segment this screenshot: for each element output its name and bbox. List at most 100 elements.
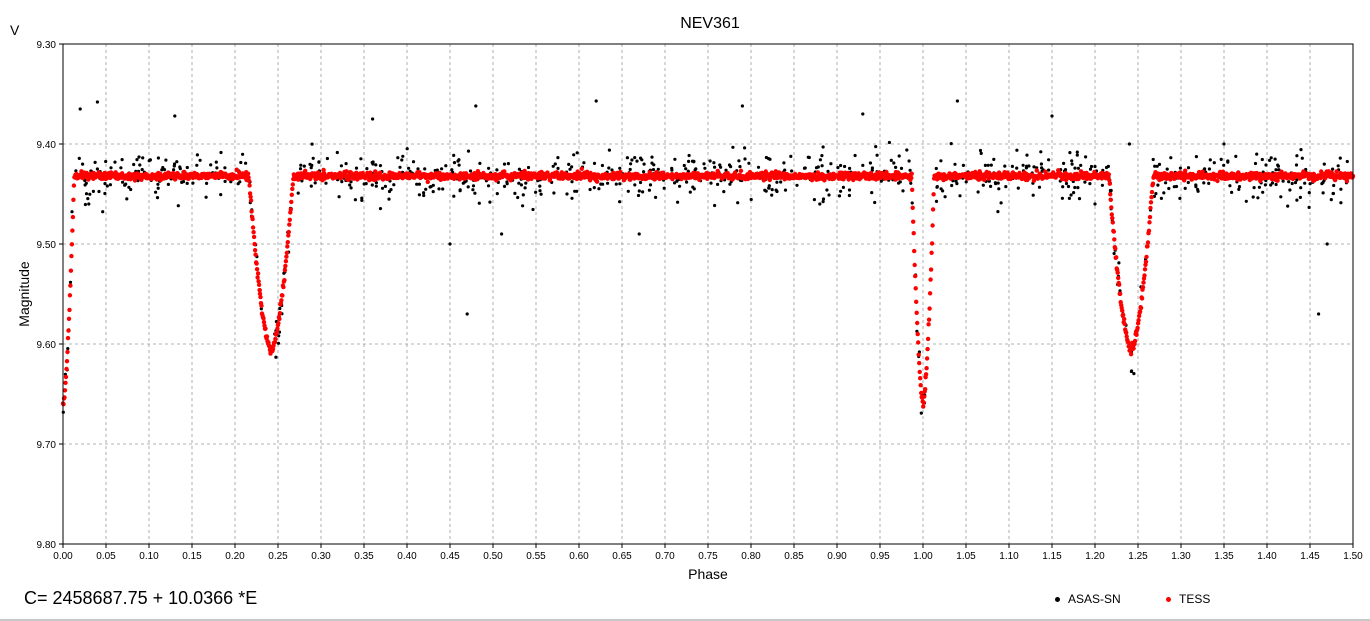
asas-sn-point xyxy=(588,187,592,192)
asas-sn-point xyxy=(374,184,378,188)
asas-sn-point xyxy=(874,145,878,149)
tess-point xyxy=(1128,352,1134,357)
asas-sn-point xyxy=(939,159,943,163)
asas-sn-point xyxy=(628,167,632,172)
asas-sn-point xyxy=(989,184,993,188)
asas-sn-point xyxy=(173,114,177,118)
tess-point xyxy=(1118,291,1123,296)
asas-sn-point xyxy=(495,168,499,172)
asas-sn-point xyxy=(456,159,460,163)
asas-sn-point xyxy=(239,160,243,165)
tess-point xyxy=(1114,255,1119,260)
asas-sn-point xyxy=(204,195,208,199)
asas-sn-point xyxy=(132,162,136,167)
x-tick-label: 0.30 xyxy=(311,551,331,562)
asas-sn-point xyxy=(821,197,826,201)
asas-sn-point xyxy=(244,161,248,165)
asas-sn-point xyxy=(125,197,129,201)
asas-sn-point xyxy=(299,163,303,167)
asas-sn-point xyxy=(1260,157,1264,162)
asas-sn-point xyxy=(1264,163,1268,167)
asas-sn-point xyxy=(606,181,610,185)
asas-sn-point xyxy=(140,168,144,172)
y-tick-label: 9.70 xyxy=(37,440,57,451)
asas-sn-point xyxy=(1172,185,1176,189)
asas-sn-point xyxy=(853,153,857,158)
asas-sn-point xyxy=(992,157,996,161)
asas-sn-point xyxy=(1290,181,1294,186)
tess-point xyxy=(68,268,74,273)
asas-sn-point xyxy=(86,197,90,201)
asas-sn-point xyxy=(597,187,601,191)
asas-sn-point xyxy=(1294,163,1299,167)
asas-sn-point xyxy=(440,167,444,171)
asas-sn-point xyxy=(1047,168,1051,172)
asas-sn-point xyxy=(764,189,768,193)
asas-sn-point xyxy=(678,184,682,188)
asas-sn-point xyxy=(568,167,572,171)
asas-sn-point xyxy=(795,183,799,187)
asas-sn-point xyxy=(359,157,363,161)
asas-sn-point xyxy=(919,411,923,415)
asas-sn-point xyxy=(325,156,329,161)
asas-sn-point xyxy=(610,168,614,172)
asas-sn-point xyxy=(996,210,1000,214)
asas-sn-point xyxy=(371,117,375,121)
asas-sn-point xyxy=(1151,157,1155,162)
asas-sn-point xyxy=(1156,183,1160,187)
asas-sn-point xyxy=(468,169,473,173)
asas-sn-point xyxy=(155,196,160,200)
asas-sn-point xyxy=(1031,193,1035,197)
asas-sn-point xyxy=(870,191,874,195)
asas-sn-point xyxy=(821,145,825,149)
tess-point xyxy=(921,400,926,405)
asas-sn-point xyxy=(487,166,491,170)
asas-sn-point xyxy=(567,162,571,166)
tess-point xyxy=(258,294,263,300)
x-tick-label: 0.70 xyxy=(655,551,675,562)
asas-sn-point xyxy=(843,164,847,169)
asas-sn-point xyxy=(1244,199,1248,203)
tess-point xyxy=(303,168,308,173)
asas-sn-point xyxy=(317,160,321,164)
tess-point xyxy=(1147,214,1153,220)
asas-sn-point xyxy=(354,166,359,170)
tess-point xyxy=(1134,332,1139,337)
asas-sn-point xyxy=(1178,196,1182,200)
asas-sn-point xyxy=(478,161,482,165)
asas-sn-point xyxy=(552,191,556,195)
tess-point xyxy=(62,388,68,393)
tess-point xyxy=(917,360,922,366)
tess-point xyxy=(1107,178,1112,183)
asas-sn-point xyxy=(309,184,313,188)
asas-sn-point xyxy=(875,153,879,157)
asas-sn-point xyxy=(401,154,405,158)
tess-point xyxy=(915,331,920,337)
asas-sn-point xyxy=(502,184,507,188)
asas-sn-point xyxy=(1025,153,1029,157)
tess-point xyxy=(929,241,935,246)
asas-sn-point xyxy=(687,159,691,163)
tess-point xyxy=(1116,275,1121,281)
asas-sn-point xyxy=(654,195,658,199)
asas-sn-point xyxy=(650,155,654,159)
tess-point xyxy=(251,230,256,235)
asas-sn-point xyxy=(353,198,357,202)
asas-sn-point xyxy=(66,347,70,351)
asas-sn-point xyxy=(127,185,131,189)
asas-sn-point xyxy=(95,100,99,104)
tess-point xyxy=(1108,197,1114,202)
asas-sn-point xyxy=(236,182,240,186)
asas-sn-point xyxy=(767,186,771,190)
asas-sn-point xyxy=(97,189,101,194)
asas-sn-point xyxy=(607,148,612,152)
asas-sn-point xyxy=(692,187,696,191)
asas-sn-point xyxy=(344,162,348,166)
tess-point xyxy=(276,321,281,326)
tess-point xyxy=(1144,254,1149,260)
tess-point xyxy=(868,170,874,176)
legend-marker-tess xyxy=(1166,596,1171,602)
tess-point xyxy=(923,387,928,392)
asas-sn-point xyxy=(185,165,189,170)
asas-sn-point xyxy=(839,163,843,168)
